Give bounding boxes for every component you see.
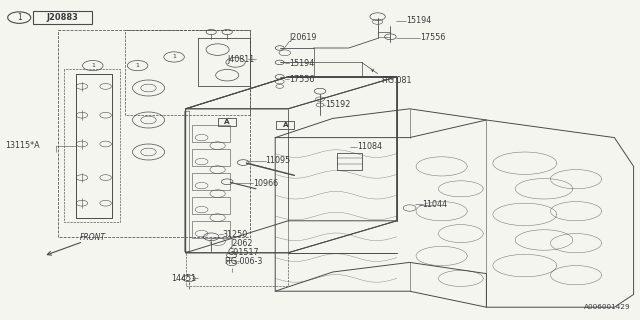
- Text: FRONT: FRONT: [80, 233, 106, 242]
- Text: 11095: 11095: [266, 156, 291, 165]
- Text: 17556: 17556: [420, 33, 445, 42]
- Text: J20619: J20619: [289, 33, 317, 42]
- Text: 1: 1: [91, 63, 95, 68]
- Text: 15194: 15194: [406, 16, 431, 25]
- Text: 17556: 17556: [289, 75, 315, 84]
- Text: 15194: 15194: [289, 59, 314, 68]
- Text: A: A: [224, 119, 229, 125]
- Text: A006001429: A006001429: [584, 304, 630, 310]
- Bar: [337, 153, 362, 170]
- Text: J20883: J20883: [47, 13, 79, 22]
- Bar: [192, 221, 230, 238]
- Text: 14451: 14451: [172, 274, 196, 283]
- Text: 10966: 10966: [253, 179, 278, 188]
- Text: 15192: 15192: [325, 100, 351, 109]
- Text: A: A: [283, 122, 288, 128]
- Text: 1: 1: [136, 63, 140, 68]
- Text: 1: 1: [172, 54, 176, 60]
- Text: 31250: 31250: [223, 230, 248, 239]
- Bar: [192, 149, 230, 166]
- Text: 13115*A: 13115*A: [5, 141, 40, 150]
- Text: 11084: 11084: [357, 142, 382, 151]
- Bar: [192, 173, 230, 190]
- Bar: [276, 121, 294, 129]
- Text: J2062: J2062: [230, 239, 253, 248]
- Text: FIG.081: FIG.081: [381, 76, 412, 85]
- Text: FIG.006-3: FIG.006-3: [224, 257, 262, 266]
- Text: 1: 1: [17, 13, 22, 22]
- Text: J40811: J40811: [227, 55, 255, 64]
- Text: 11044: 11044: [422, 200, 447, 209]
- Bar: [33, 11, 92, 24]
- Bar: [192, 125, 230, 142]
- Text: G91517: G91517: [227, 248, 259, 257]
- Bar: [218, 118, 236, 126]
- Bar: [192, 197, 230, 214]
